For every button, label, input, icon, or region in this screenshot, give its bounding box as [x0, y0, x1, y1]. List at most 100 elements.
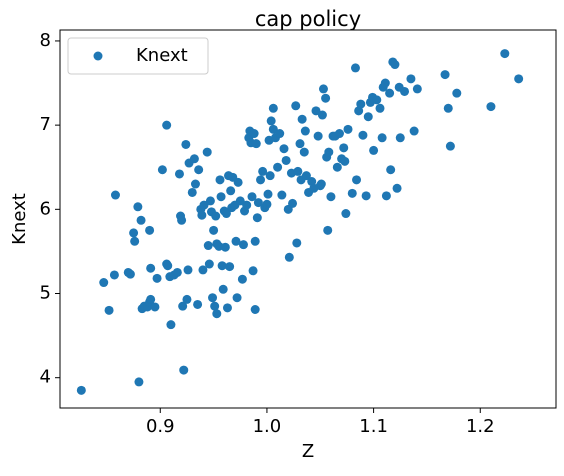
point	[323, 225, 333, 235]
point	[197, 210, 207, 220]
point	[392, 183, 402, 193]
point	[204, 259, 214, 269]
point	[209, 225, 219, 235]
point	[129, 228, 139, 238]
legend-marker	[93, 51, 103, 61]
point	[189, 154, 199, 164]
point	[198, 265, 208, 275]
point	[193, 299, 203, 309]
point	[182, 294, 192, 304]
point	[268, 124, 278, 134]
point	[347, 188, 357, 198]
point	[163, 261, 173, 271]
point	[375, 103, 385, 113]
point	[226, 186, 236, 196]
point	[311, 106, 321, 116]
point	[109, 270, 119, 280]
point	[187, 187, 197, 197]
point	[210, 301, 220, 311]
point	[218, 284, 228, 294]
point	[377, 133, 387, 143]
point	[136, 215, 146, 225]
point	[361, 191, 371, 201]
point	[130, 236, 140, 246]
point	[400, 86, 410, 96]
point	[385, 88, 395, 98]
point	[150, 302, 160, 312]
point	[332, 162, 342, 172]
point	[194, 165, 204, 175]
point	[514, 74, 524, 84]
point	[252, 213, 262, 223]
point	[363, 112, 373, 122]
point	[177, 215, 187, 225]
point	[293, 166, 303, 176]
point	[265, 171, 275, 181]
point	[162, 120, 172, 130]
point	[222, 303, 232, 313]
point	[235, 196, 245, 206]
point	[248, 266, 258, 276]
x-tick-label: 1.0	[253, 416, 282, 437]
point	[356, 99, 366, 109]
y-tick-label: 6	[40, 198, 51, 219]
point	[284, 252, 294, 262]
point	[350, 63, 360, 73]
point	[352, 175, 362, 185]
point	[372, 95, 382, 105]
point	[146, 263, 156, 273]
legend-box	[67, 37, 209, 75]
point	[358, 130, 368, 140]
point	[340, 156, 350, 166]
point	[440, 70, 450, 80]
point	[390, 60, 400, 70]
point	[215, 175, 225, 185]
point	[247, 192, 257, 202]
point	[221, 209, 231, 219]
point	[249, 129, 259, 139]
point	[256, 175, 266, 185]
point	[299, 147, 309, 157]
legend-label: Knext	[136, 45, 188, 66]
point	[208, 293, 218, 303]
point	[125, 269, 135, 279]
point	[275, 129, 285, 139]
point	[295, 139, 305, 149]
point	[232, 293, 242, 303]
point	[326, 192, 336, 202]
point	[273, 162, 283, 172]
point	[104, 305, 114, 315]
point	[212, 309, 222, 319]
point	[409, 126, 419, 136]
point	[318, 84, 328, 94]
point	[301, 171, 311, 181]
y-tick-label: 4	[40, 367, 51, 388]
y-axis-label: Knext	[9, 193, 30, 245]
point	[324, 147, 334, 157]
point	[183, 265, 193, 275]
point	[233, 177, 243, 187]
point	[300, 126, 310, 136]
point	[99, 278, 109, 288]
point	[339, 143, 349, 153]
point	[237, 274, 247, 284]
plot-frame	[59, 29, 557, 409]
point	[279, 144, 289, 154]
point	[220, 242, 230, 252]
point	[250, 305, 260, 315]
point	[172, 267, 182, 277]
point	[174, 169, 184, 179]
point	[263, 189, 273, 199]
point	[500, 49, 510, 59]
x-tick-label: 1.2	[466, 416, 495, 437]
point	[486, 102, 496, 112]
point	[317, 110, 327, 120]
point	[231, 236, 241, 246]
x-tick-label: 0.9	[146, 416, 175, 437]
point	[445, 141, 455, 151]
point	[288, 198, 298, 208]
point	[343, 124, 353, 134]
point	[292, 238, 302, 248]
point	[146, 294, 156, 304]
